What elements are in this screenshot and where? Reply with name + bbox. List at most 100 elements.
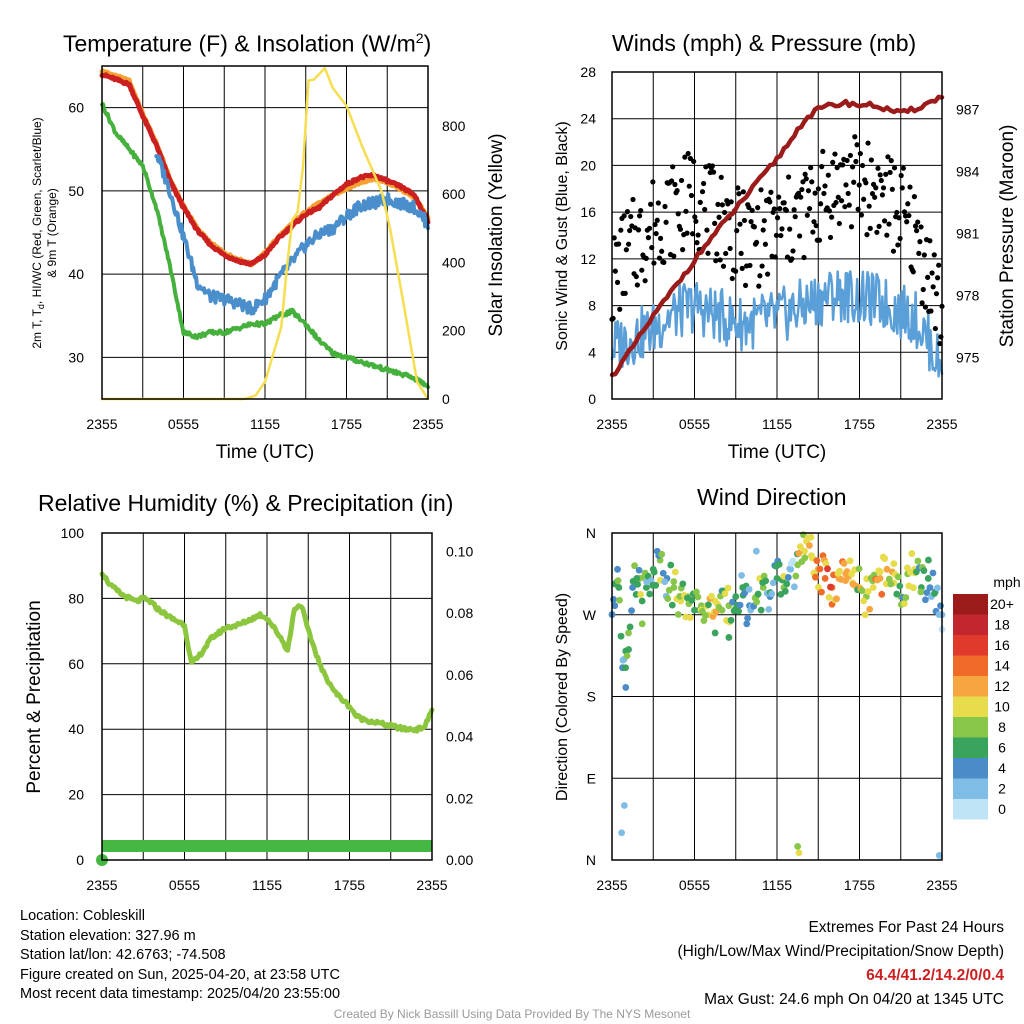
temp-frame: [101, 65, 429, 400]
wind-gust-point: [919, 300, 925, 306]
wind-gust-point: [912, 223, 919, 229]
wind-gust-point: [911, 194, 918, 200]
wdir-point: [794, 842, 802, 850]
wind-gust-point: [803, 176, 809, 182]
wdir-point: [661, 578, 669, 586]
wdir-point: [876, 568, 884, 576]
wind-gust-point: [670, 164, 676, 170]
wind-gust-point: [825, 172, 831, 178]
wind-xtick-label: 2355: [926, 416, 957, 432]
colorbar-label: 2: [998, 781, 1006, 797]
wdir-point: [881, 555, 889, 562]
wind-ytick-label: 12: [580, 251, 596, 267]
wdir-point: [670, 578, 678, 585]
wdir-point: [614, 565, 621, 573]
wdir-point: [702, 612, 709, 619]
wdir-point: [614, 577, 622, 585]
temp-series-line: [100, 102, 430, 390]
wind-gust-point: [910, 269, 916, 275]
wdir-point: [620, 802, 628, 809]
wind-gust-point: [798, 194, 804, 200]
wind-gust-point: [715, 201, 721, 207]
wind-gust-point: [734, 228, 740, 234]
wind-gust-point: [680, 247, 686, 253]
wind-gust-point: [668, 178, 675, 184]
wdir-point: [900, 600, 908, 607]
wind-gust-point: [854, 142, 860, 148]
wdir-point: [846, 557, 854, 565]
wdir-point: [801, 554, 809, 562]
wind-gust-point: [728, 199, 734, 205]
wdir-point: [923, 589, 931, 597]
wind-gust-point: [735, 185, 741, 191]
wdir-point: [805, 542, 813, 549]
wind-gust-point: [863, 180, 869, 186]
wind-xtick-label: 1755: [844, 416, 875, 432]
wind-gust-point: [677, 226, 684, 232]
wind-gust-point: [657, 235, 664, 241]
wdir-point: [752, 547, 760, 555]
wind-gust-point: [889, 186, 895, 192]
temp-ytick-label: 60: [68, 100, 84, 116]
wind-gust-point: [662, 203, 668, 210]
wdir-point: [691, 606, 698, 614]
wind-gust-point: [614, 279, 621, 285]
wind-gust-point: [848, 224, 855, 230]
wind-gust-point: [741, 217, 748, 224]
colorbar-label: 0: [998, 801, 1006, 817]
colorbar-swatch: [953, 758, 988, 779]
wind-gust-point: [755, 205, 761, 211]
wind-gust-point: [639, 267, 645, 273]
wind-y2tick-label: 987: [956, 101, 980, 117]
wdir-point: [824, 565, 831, 573]
wdir-point: [908, 550, 916, 557]
wind-gust-point: [868, 157, 874, 163]
wind-gust-point: [736, 191, 742, 197]
wind-gust-point: [784, 254, 791, 260]
wind-gust-point: [636, 213, 643, 219]
colorbar-label: 4: [998, 760, 1006, 776]
wind-gust-point: [694, 240, 700, 246]
wind-gust-point: [688, 192, 695, 199]
wind-gust-point: [805, 188, 812, 194]
wdir-point: [629, 584, 637, 591]
wind-xtick-label: 0555: [679, 416, 710, 432]
wdir-point: [744, 614, 752, 622]
wind-gust-point: [616, 241, 622, 247]
wind-gust-point: [742, 282, 749, 288]
wind-gust-point: [778, 232, 784, 239]
wdir-ytick-label: N: [586, 852, 596, 868]
wdir-point: [858, 587, 866, 595]
wind-gust-point: [808, 165, 814, 171]
wind-gust-point: [659, 248, 665, 254]
wind-ytick-label: 20: [580, 157, 596, 173]
wind-gust-point: [702, 206, 708, 213]
wind-gust-point: [643, 255, 649, 261]
wdir-point: [679, 580, 687, 588]
wdir-point: [866, 605, 874, 613]
rh-y2tick-label: 0.06: [446, 667, 473, 683]
wind-gust-point: [792, 214, 798, 220]
wind-ylabel: Sonic Wind & Gust (Blue, Black): [554, 121, 571, 350]
wdir-point: [925, 556, 932, 564]
wdir-xtick-label: 0555: [679, 877, 710, 893]
rh-ytick-label: 0: [76, 852, 84, 868]
wind-gust-point: [906, 212, 912, 219]
wdir-point: [931, 590, 938, 597]
wdir-point: [732, 593, 740, 600]
rh-y2tick-label: 0.04: [446, 729, 473, 745]
wind-gust-point: [761, 218, 767, 224]
wind-gust-point: [621, 213, 627, 219]
wind-ytick-label: 24: [580, 111, 596, 127]
colorbar-label: 6: [998, 740, 1006, 756]
wind-gust-point: [705, 250, 711, 256]
wind-gust-point: [645, 235, 652, 241]
wind-gust-point: [812, 190, 818, 196]
wind-gust-point: [817, 201, 824, 207]
wdir-point: [658, 550, 666, 558]
wdir-point: [667, 561, 675, 569]
wdir-point: [815, 583, 822, 591]
wind-gust-point: [933, 291, 940, 297]
wdir-point: [924, 575, 932, 582]
